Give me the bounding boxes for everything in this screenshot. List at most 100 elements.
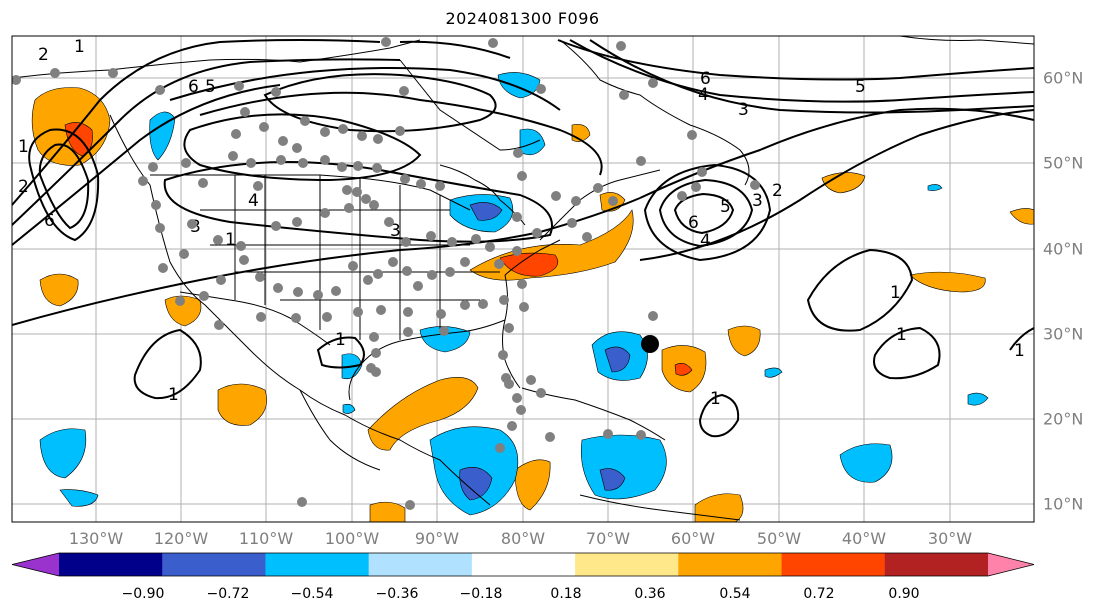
station-dot (198, 178, 208, 188)
station-dot (512, 212, 522, 222)
station-dot (485, 242, 495, 252)
station-dot (513, 148, 523, 158)
station-dot (108, 68, 118, 78)
station-dot (342, 185, 352, 195)
station-dot (256, 312, 266, 322)
station-dot (399, 86, 409, 96)
station-dot (512, 393, 522, 403)
colorbar-segment (471, 553, 576, 576)
colorbar-segment (781, 553, 886, 576)
map-title: 2024081300 F096 (445, 9, 600, 28)
contour-label: 3 (738, 100, 749, 120)
station-dot (255, 272, 265, 282)
lon-label: 120°W (153, 529, 209, 548)
station-dot (313, 290, 323, 300)
coastlines (12, 36, 1034, 521)
station-dot (403, 307, 413, 317)
lon-label: 40°W (841, 529, 887, 548)
contour-label: 3 (390, 221, 401, 241)
station-dot (181, 158, 191, 168)
station-dot (507, 421, 517, 431)
station-dot (158, 263, 168, 273)
station-dot (439, 326, 449, 336)
contour-label: 6 (44, 211, 55, 231)
station-dot (155, 85, 165, 95)
lat-label: 10°N (1043, 494, 1084, 514)
station-dot (300, 116, 310, 126)
colorbar-segment (265, 553, 370, 576)
station-markers (12, 37, 760, 510)
station-dot (337, 162, 347, 172)
lon-label: 60°W (670, 529, 716, 548)
station-dot (276, 155, 286, 165)
station-dot (536, 388, 546, 398)
station-dot (353, 307, 363, 317)
station-dot (697, 167, 707, 177)
station-dot (691, 182, 701, 192)
station-dot (353, 161, 363, 171)
colorbar-tick: −0.36 (375, 586, 419, 602)
station-dot (331, 286, 341, 296)
contour-label: 1 (896, 325, 907, 345)
station-dot (395, 126, 405, 136)
contour-label: 4 (248, 191, 259, 211)
contour-label: 1 (225, 230, 236, 250)
station-dot (501, 373, 511, 383)
station-dot (460, 300, 470, 310)
contour-label: 1 (74, 37, 85, 57)
colorbar-tick: 0.54 (719, 586, 751, 602)
station-dot (155, 223, 165, 233)
colorbar (11, 552, 1035, 577)
station-dot (240, 107, 250, 117)
station-dot (369, 332, 379, 342)
station-dot (12, 75, 21, 85)
lat-label: 50°N (1043, 153, 1084, 173)
colorbar-segment (59, 553, 163, 576)
lat-label: 40°N (1043, 239, 1084, 259)
station-dot (348, 261, 358, 271)
station-dot (298, 158, 308, 168)
station-dot (677, 191, 687, 201)
colorbar-tick: 0.18 (550, 586, 582, 602)
station-dot (372, 163, 382, 173)
station-dot (495, 443, 505, 453)
station-dot (278, 136, 288, 146)
lat-label: 60°N (1043, 68, 1084, 88)
contour-label: 1 (335, 330, 346, 350)
station-dot (400, 174, 410, 184)
anomaly-fills (31, 72, 1034, 522)
station-dot (322, 312, 332, 322)
contour-label: 2 (18, 177, 29, 197)
station-dot (636, 430, 646, 440)
contour-label: 5 (855, 77, 866, 97)
station-dot (512, 246, 522, 256)
station-dot (413, 281, 423, 291)
station-dot (376, 305, 386, 315)
station-dot (499, 295, 509, 305)
station-dot (750, 180, 760, 190)
station-dot (567, 218, 577, 228)
station-dot (478, 299, 488, 309)
station-dot (361, 194, 371, 204)
station-dot (435, 181, 445, 191)
lat-label: 30°N (1043, 324, 1084, 344)
station-dot (234, 81, 244, 91)
station-dot (373, 269, 383, 279)
contour-label: 5 (720, 197, 731, 217)
station-dot (371, 367, 381, 377)
station-dot (271, 87, 281, 97)
lon-label: 110°W (238, 529, 294, 548)
station-dot (488, 38, 498, 48)
station-dot (179, 249, 189, 259)
station-dot (214, 320, 224, 330)
colorbar-segment (884, 553, 989, 576)
station-dot (371, 348, 381, 358)
station-dot (551, 191, 561, 201)
colorbar-outline (11, 552, 1035, 577)
colorbar-tick: −0.18 (459, 586, 503, 602)
station-dot (338, 124, 348, 134)
station-dot (373, 134, 383, 144)
station-dot (259, 122, 269, 132)
station-dot (293, 287, 303, 297)
